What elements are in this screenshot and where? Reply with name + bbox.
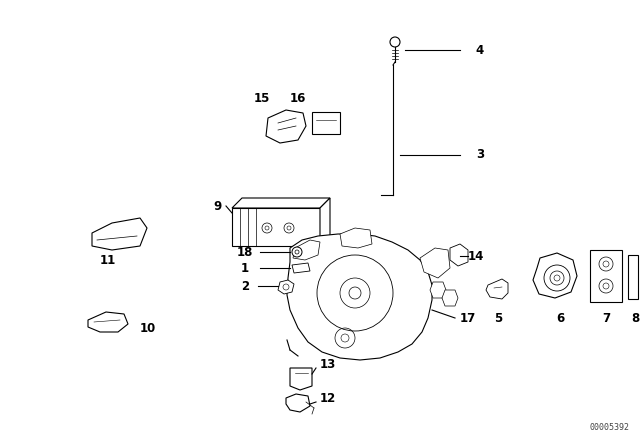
Text: 15: 15 — [254, 91, 270, 104]
Polygon shape — [340, 228, 372, 248]
Circle shape — [262, 223, 272, 233]
Polygon shape — [266, 110, 306, 143]
Polygon shape — [533, 253, 577, 298]
Polygon shape — [320, 198, 330, 246]
Circle shape — [284, 223, 294, 233]
Polygon shape — [290, 368, 312, 390]
Text: 17: 17 — [460, 311, 476, 324]
Text: 6: 6 — [556, 311, 564, 324]
Polygon shape — [286, 394, 310, 412]
Text: 2: 2 — [241, 280, 249, 293]
Polygon shape — [420, 248, 450, 278]
Text: 3: 3 — [476, 148, 484, 161]
Text: 1: 1 — [241, 262, 249, 275]
Polygon shape — [442, 290, 458, 306]
Text: 10: 10 — [140, 322, 156, 335]
Polygon shape — [278, 280, 294, 294]
Text: 00005392: 00005392 — [590, 423, 630, 432]
Text: 7: 7 — [602, 311, 610, 324]
Text: 16: 16 — [290, 91, 306, 104]
Text: 4: 4 — [476, 43, 484, 56]
Polygon shape — [293, 240, 320, 260]
Circle shape — [265, 226, 269, 230]
Polygon shape — [292, 263, 310, 273]
Circle shape — [292, 247, 302, 257]
Text: 9: 9 — [214, 199, 222, 212]
Polygon shape — [232, 208, 320, 246]
Polygon shape — [486, 279, 508, 299]
Bar — [628, 255, 638, 299]
Polygon shape — [92, 218, 147, 250]
Polygon shape — [430, 282, 446, 298]
Text: 8: 8 — [631, 311, 639, 324]
Text: 5: 5 — [494, 311, 502, 324]
Text: 11: 11 — [100, 254, 116, 267]
Bar — [590, 250, 622, 302]
Circle shape — [390, 37, 400, 47]
Polygon shape — [88, 312, 128, 332]
Polygon shape — [232, 198, 330, 208]
Polygon shape — [287, 234, 432, 360]
Text: 14: 14 — [468, 250, 484, 263]
Bar — [312, 112, 340, 134]
Circle shape — [287, 226, 291, 230]
Text: 13: 13 — [320, 358, 336, 370]
Polygon shape — [450, 244, 468, 266]
Text: 18: 18 — [237, 246, 253, 258]
Text: 12: 12 — [320, 392, 336, 405]
